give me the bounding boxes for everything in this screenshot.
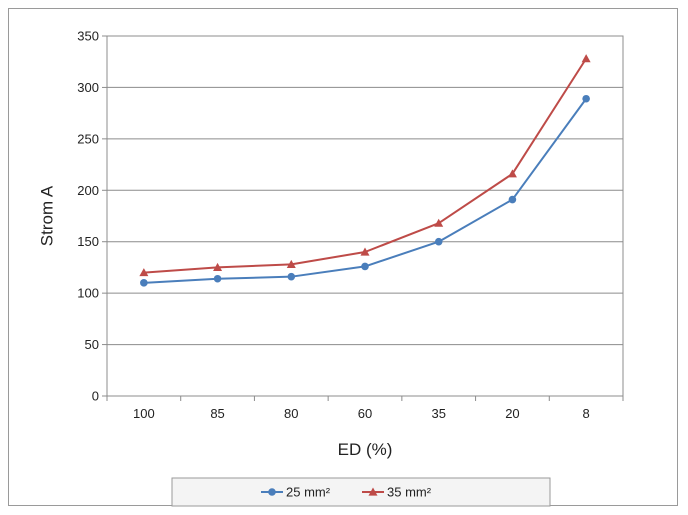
x-tick-label: 20 xyxy=(505,406,519,421)
data-point-35-mm xyxy=(213,262,223,272)
x-tick-label: 8 xyxy=(583,406,590,421)
x-tick-label: 85 xyxy=(210,406,224,421)
data-point-25-mm xyxy=(140,279,148,287)
x-tick-label: 60 xyxy=(358,406,372,421)
y-axis-title: Strom A xyxy=(38,185,57,246)
x-tick-label: 100 xyxy=(133,406,155,421)
y-tick-label: 50 xyxy=(85,337,99,352)
data-point-25-mm xyxy=(213,274,222,283)
series-layer xyxy=(139,54,591,287)
y-tick-label: 100 xyxy=(77,286,99,301)
grid-layer xyxy=(107,86,623,346)
x-axis-title: ED (%) xyxy=(338,440,393,459)
legend-label: 35 mm² xyxy=(387,485,432,500)
x-tick-label: 80 xyxy=(284,406,298,421)
legend-swatch-marker xyxy=(368,487,378,496)
data-point-35-mm xyxy=(581,54,591,63)
data-point-25-mm xyxy=(287,272,296,281)
legend-item-35-mm: 35 mm² xyxy=(362,485,432,500)
chart-frame: 0 50 100 150 200 250 300 350 100 85 80 60 35 20 8 Stro… xyxy=(8,8,678,507)
data-point-35-mm xyxy=(434,218,444,227)
y-tick-label: 300 xyxy=(77,80,99,95)
data-point-35-mm xyxy=(360,247,370,256)
y-tick-label: 0 xyxy=(92,389,99,404)
data-point-25-mm xyxy=(582,94,590,103)
y-tick-label: 350 xyxy=(77,29,99,44)
legend-box xyxy=(171,477,551,507)
y-tick-label: 150 xyxy=(77,234,99,249)
data-point-35-mm xyxy=(286,259,296,268)
data-point-25-mm xyxy=(361,262,369,271)
axis-layer: 0 50 100 150 200 250 300 350 100 85 80 60 35 20 8 xyxy=(77,29,624,421)
data-point-35-mm xyxy=(507,169,517,178)
chart-svg: 0 50 100 150 200 250 300 350 100 85 80 60 35 20 8 Stro… xyxy=(38,29,624,507)
legend: 25 mm² 35 mm² xyxy=(171,477,551,507)
data-point-25-mm xyxy=(508,195,517,204)
plot-area xyxy=(106,35,624,397)
y-tick-label: 250 xyxy=(77,131,99,146)
data-point-25-mm xyxy=(434,237,443,246)
legend-items: 25 mm² 35 mm² xyxy=(261,485,432,500)
y-tick-label: 200 xyxy=(77,183,99,198)
data-point-35-mm xyxy=(139,268,149,277)
legend-label: 25 mm² xyxy=(286,485,331,500)
x-tick-label: 35 xyxy=(431,406,445,421)
legend-item-25-mm: 25 mm² xyxy=(261,485,331,500)
legend-swatch-marker xyxy=(268,488,276,496)
